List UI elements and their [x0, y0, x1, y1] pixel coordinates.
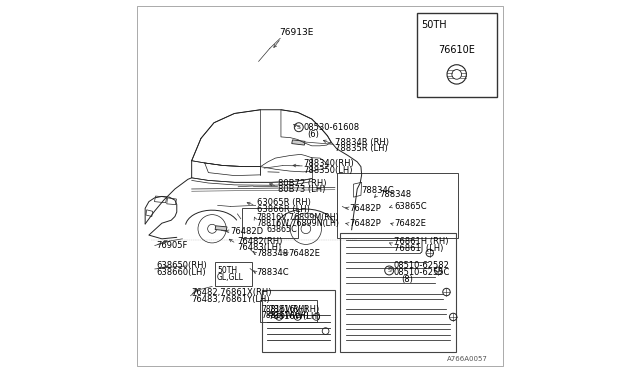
Bar: [340, 232, 456, 352]
Text: A766A0057: A766A0057: [447, 356, 488, 362]
Text: 78816V,76899M(RH): 78816V,76899M(RH): [257, 213, 339, 222]
Bar: [260, 300, 317, 322]
Text: 63065R (RH): 63065R (RH): [257, 198, 310, 207]
Text: 76610E: 76610E: [438, 45, 475, 55]
Text: 76482P: 76482P: [349, 219, 381, 228]
Text: 788340(RH): 788340(RH): [303, 159, 354, 168]
Text: 63865C: 63865C: [266, 225, 297, 234]
Text: 76482(RH): 76482(RH): [237, 237, 283, 246]
Text: 76483(LH): 76483(LH): [237, 243, 282, 252]
Text: 76913E: 76913E: [279, 28, 314, 37]
Text: 78834C: 78834C: [361, 186, 394, 195]
Text: S: S: [297, 125, 301, 130]
Text: 78834R (RH): 78834R (RH): [335, 138, 389, 147]
Text: 08510-6255C: 08510-6255C: [394, 268, 450, 277]
Text: 788348: 788348: [380, 190, 412, 199]
Bar: [242, 208, 298, 238]
Bar: [262, 290, 335, 352]
Text: 08510-62582: 08510-62582: [394, 262, 449, 270]
Text: 638650(RH): 638650(RH): [156, 262, 207, 270]
Text: (8): (8): [401, 275, 413, 284]
Text: 08530-61608: 08530-61608: [303, 123, 360, 132]
Text: 78816V(RH): 78816V(RH): [262, 305, 308, 314]
Text: 788348: 788348: [257, 249, 289, 258]
Text: 76482P: 76482P: [349, 204, 381, 213]
Text: 76482E: 76482E: [394, 219, 426, 228]
Text: 76861H (RH): 76861H (RH): [394, 237, 449, 246]
Text: 50TH: 50TH: [217, 266, 237, 275]
Text: 80B73 (LH): 80B73 (LH): [278, 185, 326, 194]
Text: 50TH: 50TH: [421, 20, 447, 30]
Polygon shape: [215, 226, 227, 231]
Text: 78816W,76899N(LH): 78816W,76899N(LH): [257, 219, 340, 228]
Text: 76483,76861Y(LH): 76483,76861Y(LH): [191, 295, 270, 304]
Bar: [417, 13, 497, 97]
Text: 78816W(LH): 78816W(LH): [262, 311, 309, 320]
Text: 788350(LH): 788350(LH): [303, 166, 353, 175]
Text: 76482E: 76482E: [289, 249, 320, 258]
Text: (6): (6): [307, 130, 319, 139]
Polygon shape: [292, 140, 305, 145]
Text: 78834C: 78834C: [257, 268, 289, 277]
Text: S: S: [387, 268, 391, 273]
Text: 76482,76861X(RH): 76482,76861X(RH): [191, 288, 272, 297]
Text: 78816W(LH): 78816W(LH): [268, 312, 321, 321]
Bar: [337, 173, 458, 238]
Text: 76905F: 76905F: [156, 241, 188, 250]
Text: 80B72 (RH): 80B72 (RH): [278, 179, 327, 187]
Text: 78835R (LH): 78835R (LH): [335, 144, 388, 153]
Text: 638660(LH): 638660(LH): [156, 268, 206, 277]
Bar: [215, 262, 252, 286]
Text: 76482D: 76482D: [230, 227, 263, 236]
Text: 76861J (LH): 76861J (LH): [394, 244, 444, 253]
Text: 63866R (LH): 63866R (LH): [257, 205, 310, 214]
Text: 63865C: 63865C: [394, 202, 427, 211]
Text: 78816V(RH): 78816V(RH): [268, 305, 319, 314]
Text: GL,GLL: GL,GLL: [217, 273, 244, 282]
